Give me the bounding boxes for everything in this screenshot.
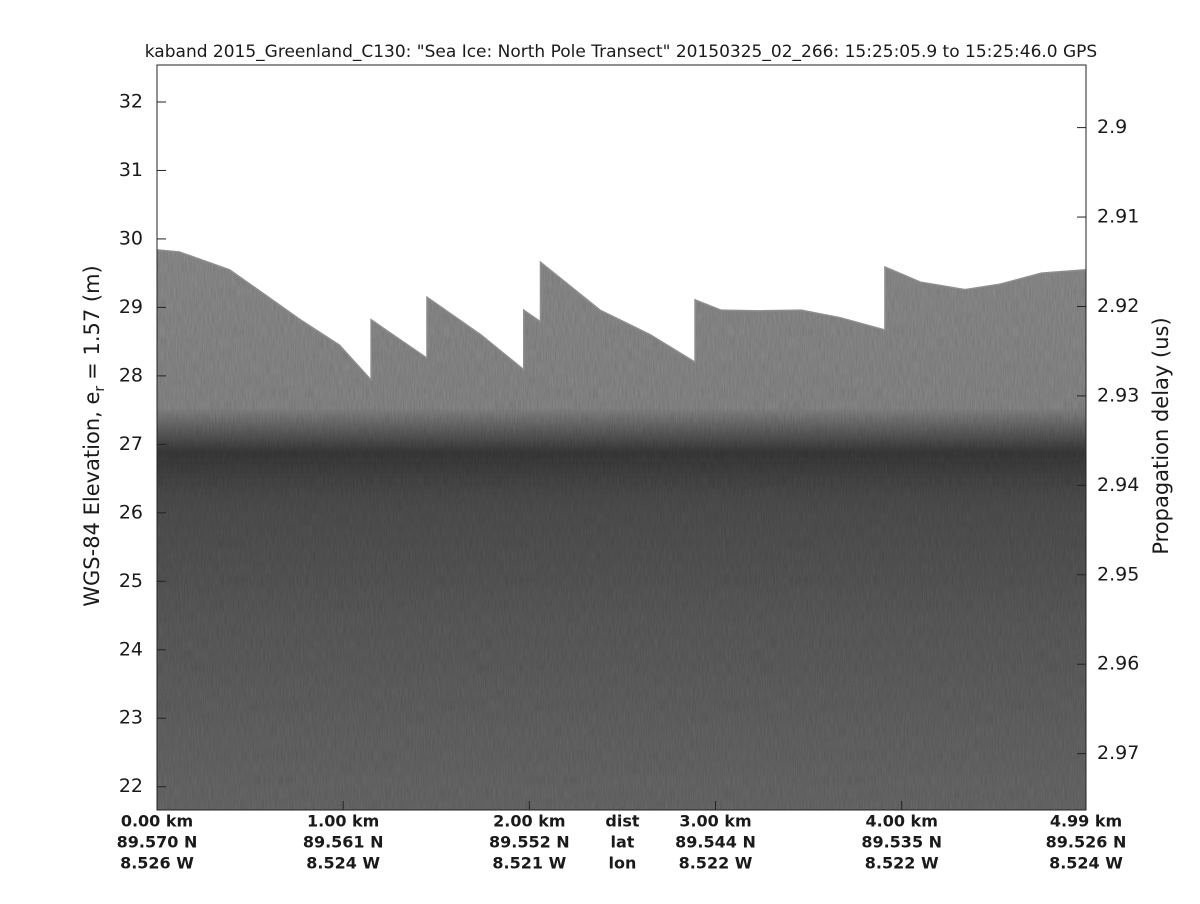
y-tick-label: 23: [119, 707, 143, 729]
row-name: dist: [605, 812, 639, 831]
y-label-sub: r: [92, 386, 108, 392]
lat-label: 89.535 N: [861, 833, 942, 852]
lat-label: 89.526 N: [1046, 833, 1127, 852]
y2-tick-label: 2.96: [1097, 653, 1139, 675]
lon-label: 8.526 W: [120, 854, 194, 873]
y-tick-label: 22: [119, 775, 143, 797]
lon-label: 8.522 W: [865, 854, 939, 873]
y2-tick-label: 2.94: [1097, 474, 1139, 496]
y-tick-label: 30: [119, 227, 143, 249]
lat-label: 89.570 N: [117, 833, 198, 852]
x-tick-label: 2.00 km: [493, 812, 565, 831]
y2-tick-label: 2.97: [1097, 742, 1139, 764]
lon-label: 8.521 W: [492, 854, 566, 873]
y-tick-label: 28: [119, 364, 143, 386]
y-tick-label: 27: [119, 433, 143, 455]
x-tick-label: 3.00 km: [679, 812, 751, 831]
row-name: lat: [610, 833, 634, 852]
y-label-main: WGS-84 Elevation, e: [80, 392, 104, 607]
x-tick-label: 0.00 km: [121, 812, 193, 831]
y-tick-label: 26: [119, 501, 143, 523]
y2-tick-label: 2.9: [1097, 116, 1127, 138]
y2-axis-label: Propagation delay (us): [1149, 317, 1173, 554]
lat-label: 89.544 N: [675, 833, 756, 852]
row-name: lon: [608, 854, 636, 873]
y-tick-label: 25: [119, 570, 143, 592]
lat-label: 89.552 N: [489, 833, 570, 852]
chart-title: kaband 2015_Greenland_C130: "Sea Ice: No…: [145, 42, 1097, 62]
y-tick-label: 24: [119, 638, 143, 660]
y-label-rest: = 1.57 (m): [80, 265, 104, 380]
lon-label: 8.524 W: [1049, 854, 1123, 873]
plot-frame: [156, 64, 1087, 811]
lon-label: 8.524 W: [306, 854, 380, 873]
x-tick-label: 4.99 km: [1050, 812, 1122, 831]
y2-tick-label: 2.91: [1097, 206, 1139, 228]
echogram-image: [157, 249, 1086, 811]
y-axis-label: WGS-84 Elevation, er = 1.57 (m): [80, 265, 108, 606]
y-tick-label: 31: [119, 159, 143, 181]
y-tick-label: 32: [119, 90, 143, 112]
x-tick-label: 4.00 km: [866, 812, 938, 831]
y2-tick-label: 2.95: [1097, 563, 1139, 585]
y2-tick-label: 2.92: [1097, 295, 1139, 317]
lat-label: 89.561 N: [303, 833, 384, 852]
x-tick-label: 1.00 km: [307, 812, 379, 831]
surface-line: [156, 249, 1087, 382]
lon-label: 8.522 W: [679, 854, 753, 873]
y2-tick-label: 2.93: [1097, 384, 1139, 406]
y-tick-label: 29: [119, 296, 143, 318]
